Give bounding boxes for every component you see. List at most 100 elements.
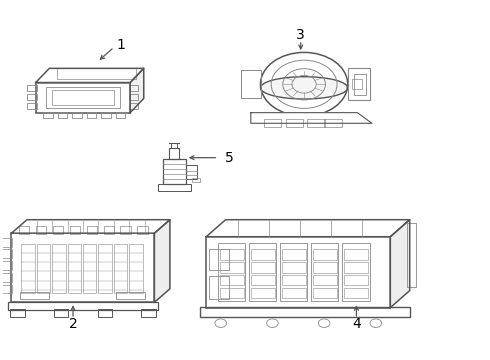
Text: 2: 2: [69, 316, 77, 330]
Bar: [1, 238, 12, 247]
Polygon shape: [206, 220, 410, 237]
Bar: [280, 243, 308, 301]
Bar: [129, 103, 138, 109]
Bar: [344, 249, 368, 260]
Bar: [220, 275, 244, 285]
Bar: [121, 226, 131, 234]
Bar: [158, 184, 191, 191]
Bar: [87, 112, 96, 118]
Bar: [186, 166, 196, 179]
Bar: [251, 275, 274, 285]
Bar: [21, 244, 35, 293]
Bar: [101, 112, 111, 118]
Bar: [52, 244, 66, 293]
Bar: [129, 244, 143, 293]
Bar: [141, 309, 156, 317]
Text: 4: 4: [352, 316, 361, 330]
Polygon shape: [391, 220, 410, 307]
Bar: [170, 148, 179, 159]
Bar: [98, 309, 112, 317]
Bar: [282, 249, 306, 260]
Bar: [98, 244, 112, 293]
Bar: [116, 292, 145, 300]
Bar: [83, 244, 97, 293]
Bar: [220, 249, 244, 260]
Bar: [220, 262, 244, 273]
Bar: [19, 226, 29, 234]
Bar: [282, 288, 306, 298]
Bar: [348, 68, 369, 100]
Bar: [116, 112, 125, 118]
Bar: [286, 119, 303, 127]
Bar: [129, 85, 138, 91]
Bar: [209, 276, 228, 299]
Bar: [129, 94, 138, 100]
Bar: [343, 243, 369, 301]
Bar: [282, 275, 306, 285]
Ellipse shape: [261, 77, 348, 99]
Bar: [282, 262, 306, 273]
Bar: [251, 262, 274, 273]
Bar: [192, 178, 200, 183]
Bar: [344, 275, 368, 285]
Bar: [27, 103, 37, 109]
Polygon shape: [154, 220, 170, 302]
Bar: [313, 249, 337, 260]
Bar: [70, 226, 80, 234]
Bar: [1, 249, 12, 258]
Bar: [264, 119, 281, 127]
Bar: [103, 226, 114, 234]
Bar: [241, 70, 261, 99]
Bar: [27, 85, 37, 91]
Bar: [43, 112, 53, 118]
Polygon shape: [11, 220, 170, 233]
Bar: [37, 244, 50, 293]
Bar: [249, 243, 276, 301]
Text: 3: 3: [296, 28, 305, 42]
Bar: [313, 288, 337, 298]
Bar: [200, 307, 410, 317]
Text: 5: 5: [224, 151, 233, 165]
Bar: [163, 159, 186, 184]
Bar: [251, 249, 274, 260]
Bar: [114, 244, 127, 293]
Bar: [1, 273, 12, 282]
Bar: [172, 143, 177, 148]
Polygon shape: [36, 68, 144, 82]
Bar: [36, 226, 47, 234]
Bar: [219, 243, 245, 301]
Bar: [407, 223, 416, 287]
Bar: [308, 119, 325, 127]
Bar: [56, 68, 137, 78]
Bar: [72, 112, 82, 118]
Bar: [313, 275, 337, 285]
Bar: [36, 82, 130, 113]
Bar: [87, 226, 97, 234]
Bar: [11, 233, 154, 302]
Bar: [47, 87, 120, 108]
Bar: [352, 79, 362, 89]
Bar: [353, 74, 366, 95]
Bar: [313, 262, 337, 273]
Bar: [68, 244, 81, 293]
Bar: [209, 249, 228, 270]
Bar: [344, 262, 368, 273]
Bar: [52, 90, 114, 105]
Bar: [1, 284, 12, 293]
Polygon shape: [130, 68, 144, 113]
Bar: [54, 309, 68, 317]
Bar: [8, 302, 158, 310]
Bar: [344, 288, 368, 298]
Text: 1: 1: [116, 37, 125, 51]
Bar: [311, 243, 339, 301]
Bar: [206, 237, 391, 307]
Bar: [20, 292, 49, 300]
Bar: [138, 226, 148, 234]
Bar: [53, 226, 63, 234]
Bar: [220, 288, 244, 298]
Bar: [57, 112, 67, 118]
Bar: [1, 261, 12, 270]
Bar: [10, 309, 24, 317]
Bar: [324, 119, 342, 127]
Polygon shape: [251, 113, 372, 123]
